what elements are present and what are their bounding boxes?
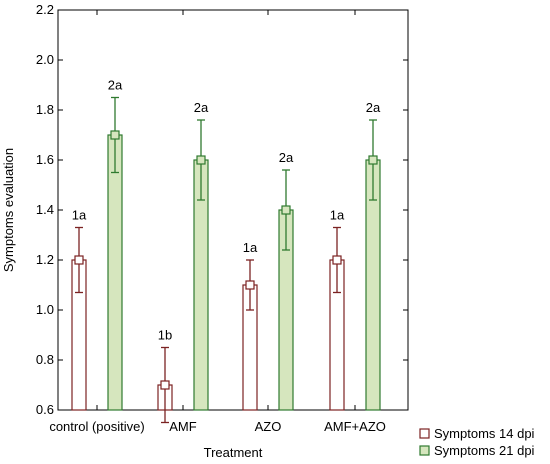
y-tick-label: 1.4 bbox=[36, 202, 54, 217]
legend: Symptoms 14 dpi Symptoms 21 dpi bbox=[419, 426, 535, 458]
y-axis: 0.6 0.8 1.0 1.2 1.4 1.6 1.8 2.0 2.2 bbox=[36, 2, 408, 417]
data-label: 2a bbox=[194, 100, 209, 115]
mean-marker bbox=[281, 205, 291, 215]
legend-label: Symptoms 21 dpi bbox=[434, 443, 535, 458]
mean-marker bbox=[196, 155, 206, 165]
data-label: 1a bbox=[243, 240, 258, 255]
data-label: 2a bbox=[108, 78, 123, 93]
y-tick-label: 2.0 bbox=[36, 52, 54, 67]
y-tick-label: 2.2 bbox=[36, 2, 54, 17]
legend-swatch bbox=[419, 445, 430, 456]
legend-label: Symptoms 14 dpi bbox=[434, 426, 535, 441]
y-tick-label: 1.0 bbox=[36, 302, 54, 317]
legend-swatch bbox=[419, 428, 430, 439]
mean-marker bbox=[110, 130, 120, 140]
mean-marker bbox=[74, 255, 84, 265]
mean-marker bbox=[245, 280, 255, 290]
data-label: 1b bbox=[158, 328, 172, 343]
x-tick-label: AMF bbox=[169, 419, 197, 434]
bars-layer: 1a 2a 1b 2a 1a 2a 1a 2a bbox=[71, 78, 381, 424]
x-axis-title: Treatment bbox=[204, 445, 263, 460]
y-tick-label: 1.6 bbox=[36, 152, 54, 167]
mean-marker bbox=[368, 155, 378, 165]
data-label: 2a bbox=[366, 100, 381, 115]
bar bbox=[107, 134, 123, 411]
y-tick-label: 0.8 bbox=[36, 352, 54, 367]
x-axis: control (positive) AMF AZO AMF+AZO bbox=[49, 10, 386, 434]
y-tick-label: 0.6 bbox=[36, 402, 54, 417]
data-label: 1a bbox=[330, 208, 345, 223]
x-tick-label: AMF+AZO bbox=[324, 419, 386, 434]
x-tick-label: control (positive) bbox=[49, 419, 144, 434]
data-label: 1a bbox=[72, 208, 87, 223]
mean-marker bbox=[332, 255, 342, 265]
y-tick-label: 1.2 bbox=[36, 252, 54, 267]
mean-marker bbox=[160, 380, 170, 390]
x-tick-label: AZO bbox=[255, 419, 282, 434]
y-axis-title: Symptoms evaluation bbox=[1, 148, 16, 272]
data-label: 2a bbox=[279, 150, 294, 165]
y-tick-label: 1.8 bbox=[36, 102, 54, 117]
